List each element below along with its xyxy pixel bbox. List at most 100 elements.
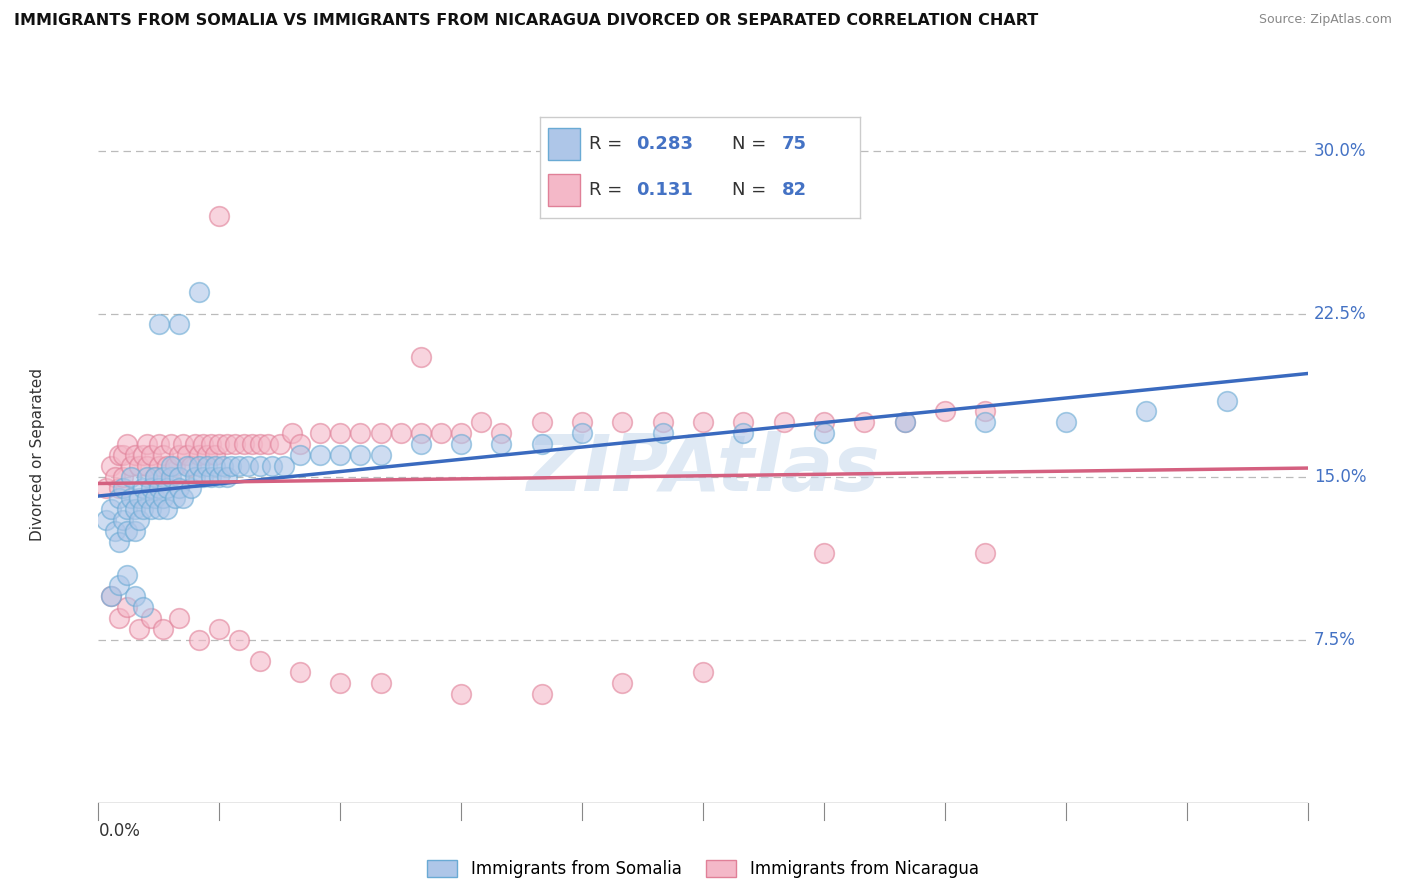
Point <box>184 437 207 451</box>
Point <box>530 437 553 451</box>
Text: 30.0%: 30.0% <box>1313 142 1367 160</box>
Point <box>152 469 174 483</box>
Point <box>156 502 179 516</box>
Point <box>612 415 634 429</box>
Point <box>176 458 198 473</box>
Point <box>269 437 291 451</box>
Point <box>115 524 138 538</box>
Point <box>692 665 714 680</box>
Point <box>103 469 125 483</box>
Text: 0.0%: 0.0% <box>98 822 141 840</box>
Point <box>124 589 146 603</box>
Point <box>107 611 129 625</box>
Point <box>193 437 215 451</box>
Point <box>193 469 215 483</box>
Point <box>853 415 876 429</box>
Point <box>1216 393 1239 408</box>
Point <box>651 415 673 429</box>
Point <box>571 426 593 441</box>
Point <box>430 426 453 441</box>
Point <box>115 502 138 516</box>
Point <box>139 502 162 516</box>
Point <box>733 426 755 441</box>
Point <box>370 676 392 690</box>
Point <box>470 415 492 429</box>
Point <box>571 415 593 429</box>
Point <box>204 458 226 473</box>
Point <box>135 458 157 473</box>
Point <box>111 481 134 495</box>
Point <box>204 448 226 462</box>
Point <box>128 458 150 473</box>
Point <box>160 469 183 483</box>
Point <box>148 437 170 451</box>
Point <box>172 491 194 506</box>
Point <box>228 632 250 647</box>
Point <box>132 448 155 462</box>
Point <box>135 491 157 506</box>
Point <box>224 437 246 451</box>
Point <box>167 318 190 332</box>
Point <box>152 622 174 636</box>
Point <box>115 437 138 451</box>
Point <box>100 589 122 603</box>
Point <box>208 622 231 636</box>
Point <box>160 437 183 451</box>
Point <box>135 469 157 483</box>
Point <box>184 469 207 483</box>
Point <box>329 676 352 690</box>
Point <box>128 513 150 527</box>
Point <box>96 481 118 495</box>
Text: Source: ZipAtlas.com: Source: ZipAtlas.com <box>1258 13 1392 27</box>
Point <box>180 481 202 495</box>
Point <box>115 567 138 582</box>
Point <box>107 481 129 495</box>
Point <box>240 437 263 451</box>
Point <box>409 426 432 441</box>
Point <box>156 458 179 473</box>
Point <box>256 437 278 451</box>
Point <box>139 611 162 625</box>
Point <box>208 209 231 223</box>
Point <box>195 458 218 473</box>
Point <box>288 448 311 462</box>
Point <box>893 415 915 429</box>
Point <box>288 665 311 680</box>
Point <box>813 415 835 429</box>
Point <box>132 502 155 516</box>
Point <box>103 524 125 538</box>
Point <box>100 502 122 516</box>
Point <box>221 458 243 473</box>
Point <box>208 469 231 483</box>
Point <box>107 578 129 592</box>
Point <box>143 469 166 483</box>
Point <box>249 437 271 451</box>
Point <box>124 524 146 538</box>
Point <box>450 687 472 701</box>
Point <box>389 426 412 441</box>
Point <box>491 437 513 451</box>
Point <box>115 600 138 615</box>
Point <box>409 437 432 451</box>
Point <box>163 458 186 473</box>
Point <box>370 448 392 462</box>
Point <box>974 404 997 418</box>
Text: Divorced or Separated: Divorced or Separated <box>31 368 45 541</box>
Legend: Immigrants from Somalia, Immigrants from Nicaragua: Immigrants from Somalia, Immigrants from… <box>420 854 986 885</box>
Point <box>813 426 835 441</box>
Point <box>974 415 997 429</box>
Point <box>188 285 211 299</box>
Point <box>329 448 352 462</box>
Point <box>143 491 166 506</box>
Point <box>329 426 352 441</box>
Text: 22.5%: 22.5% <box>1313 304 1367 323</box>
Point <box>100 458 122 473</box>
Point <box>124 502 146 516</box>
Point <box>188 458 211 473</box>
Point <box>111 469 134 483</box>
Point <box>120 458 142 473</box>
Point <box>281 426 304 441</box>
Point <box>200 437 222 451</box>
Point <box>195 448 218 462</box>
Point <box>111 513 134 527</box>
